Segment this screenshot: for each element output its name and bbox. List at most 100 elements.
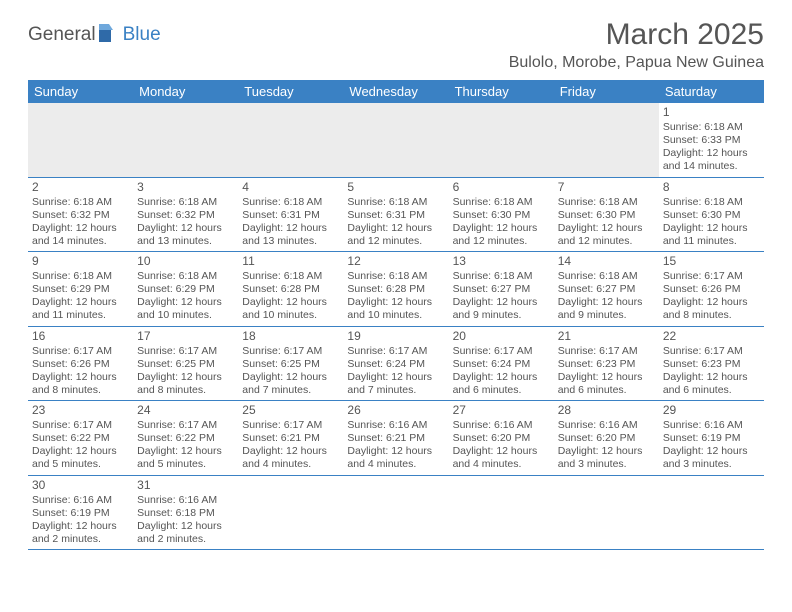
calendar-day-cell: 2Sunrise: 6:18 AMSunset: 6:32 PMDaylight… [28, 177, 133, 252]
calendar-day-cell: 21Sunrise: 6:17 AMSunset: 6:23 PMDayligh… [554, 326, 659, 401]
calendar-day-cell: 8Sunrise: 6:18 AMSunset: 6:30 PMDaylight… [659, 177, 764, 252]
calendar-day-cell [449, 475, 554, 550]
calendar-day-cell: 18Sunrise: 6:17 AMSunset: 6:25 PMDayligh… [238, 326, 343, 401]
calendar-day-cell [449, 103, 554, 177]
sunrise-text: Sunrise: 6:17 AM [242, 419, 339, 432]
day-number: 18 [242, 329, 339, 344]
calendar-day-cell: 9Sunrise: 6:18 AMSunset: 6:29 PMDaylight… [28, 252, 133, 327]
day-number: 29 [663, 403, 760, 418]
calendar-day-cell: 28Sunrise: 6:16 AMSunset: 6:20 PMDayligh… [554, 401, 659, 476]
sunset-text: Sunset: 6:29 PM [137, 283, 234, 296]
calendar-day-cell: 17Sunrise: 6:17 AMSunset: 6:25 PMDayligh… [133, 326, 238, 401]
daylight-text: Daylight: 12 hours and 7 minutes. [242, 371, 339, 397]
daylight-text: Daylight: 12 hours and 7 minutes. [347, 371, 444, 397]
sunset-text: Sunset: 6:26 PM [32, 358, 129, 371]
sunrise-text: Sunrise: 6:18 AM [453, 196, 550, 209]
calendar-table: Sunday Monday Tuesday Wednesday Thursday… [28, 80, 764, 550]
day-number: 23 [32, 403, 129, 418]
day-number: 4 [242, 180, 339, 195]
daylight-text: Daylight: 12 hours and 6 minutes. [453, 371, 550, 397]
sunrise-text: Sunrise: 6:18 AM [32, 196, 129, 209]
sunrise-text: Sunrise: 6:18 AM [558, 270, 655, 283]
sunset-text: Sunset: 6:33 PM [663, 134, 760, 147]
daylight-text: Daylight: 12 hours and 6 minutes. [558, 371, 655, 397]
day-number: 31 [137, 478, 234, 493]
daylight-text: Daylight: 12 hours and 11 minutes. [663, 222, 760, 248]
sunrise-text: Sunrise: 6:16 AM [347, 419, 444, 432]
sunset-text: Sunset: 6:20 PM [453, 432, 550, 445]
sunrise-text: Sunrise: 6:18 AM [663, 121, 760, 134]
sunrise-text: Sunrise: 6:17 AM [663, 345, 760, 358]
sunset-text: Sunset: 6:32 PM [137, 209, 234, 222]
calendar-day-cell: 10Sunrise: 6:18 AMSunset: 6:29 PMDayligh… [133, 252, 238, 327]
daylight-text: Daylight: 12 hours and 3 minutes. [663, 445, 760, 471]
sunrise-text: Sunrise: 6:17 AM [137, 419, 234, 432]
day-number: 13 [453, 254, 550, 269]
daylight-text: Daylight: 12 hours and 12 minutes. [347, 222, 444, 248]
page-subtitle: Bulolo, Morobe, Papua New Guinea [509, 54, 764, 72]
day-number: 7 [558, 180, 655, 195]
sunset-text: Sunset: 6:28 PM [347, 283, 444, 296]
sunrise-text: Sunrise: 6:18 AM [453, 270, 550, 283]
sunrise-text: Sunrise: 6:18 AM [347, 196, 444, 209]
sunset-text: Sunset: 6:24 PM [347, 358, 444, 371]
sunset-text: Sunset: 6:32 PM [32, 209, 129, 222]
calendar-day-cell [343, 475, 448, 550]
calendar-day-cell: 29Sunrise: 6:16 AMSunset: 6:19 PMDayligh… [659, 401, 764, 476]
calendar-day-cell: 3Sunrise: 6:18 AMSunset: 6:32 PMDaylight… [133, 177, 238, 252]
calendar-day-cell: 20Sunrise: 6:17 AMSunset: 6:24 PMDayligh… [449, 326, 554, 401]
calendar-week-row: 16Sunrise: 6:17 AMSunset: 6:26 PMDayligh… [28, 326, 764, 401]
daylight-text: Daylight: 12 hours and 13 minutes. [242, 222, 339, 248]
calendar-day-cell: 25Sunrise: 6:17 AMSunset: 6:21 PMDayligh… [238, 401, 343, 476]
calendar-week-row: 9Sunrise: 6:18 AMSunset: 6:29 PMDaylight… [28, 252, 764, 327]
daylight-text: Daylight: 12 hours and 11 minutes. [32, 296, 129, 322]
daylight-text: Daylight: 12 hours and 14 minutes. [663, 147, 760, 173]
sunrise-text: Sunrise: 6:17 AM [32, 345, 129, 358]
sunrise-text: Sunrise: 6:18 AM [558, 196, 655, 209]
calendar-week-row: 2Sunrise: 6:18 AMSunset: 6:32 PMDaylight… [28, 177, 764, 252]
sunset-text: Sunset: 6:23 PM [663, 358, 760, 371]
calendar-day-cell: 31Sunrise: 6:16 AMSunset: 6:18 PMDayligh… [133, 475, 238, 550]
day-number: 26 [347, 403, 444, 418]
logo: General Blue [28, 18, 161, 46]
calendar-day-cell: 15Sunrise: 6:17 AMSunset: 6:26 PMDayligh… [659, 252, 764, 327]
sunset-text: Sunset: 6:30 PM [453, 209, 550, 222]
daylight-text: Daylight: 12 hours and 12 minutes. [558, 222, 655, 248]
day-number: 24 [137, 403, 234, 418]
calendar-week-row: 30Sunrise: 6:16 AMSunset: 6:19 PMDayligh… [28, 475, 764, 550]
day-number: 12 [347, 254, 444, 269]
day-number: 22 [663, 329, 760, 344]
daylight-text: Daylight: 12 hours and 10 minutes. [242, 296, 339, 322]
sunset-text: Sunset: 6:31 PM [347, 209, 444, 222]
weekday-header: Thursday [449, 80, 554, 103]
sunset-text: Sunset: 6:25 PM [137, 358, 234, 371]
day-number: 17 [137, 329, 234, 344]
sunrise-text: Sunrise: 6:16 AM [32, 494, 129, 507]
day-number: 2 [32, 180, 129, 195]
sunrise-text: Sunrise: 6:18 AM [242, 270, 339, 283]
calendar-day-cell [28, 103, 133, 177]
day-number: 30 [32, 478, 129, 493]
sunrise-text: Sunrise: 6:17 AM [453, 345, 550, 358]
calendar-day-cell: 26Sunrise: 6:16 AMSunset: 6:21 PMDayligh… [343, 401, 448, 476]
daylight-text: Daylight: 12 hours and 14 minutes. [32, 222, 129, 248]
sunrise-text: Sunrise: 6:17 AM [137, 345, 234, 358]
logo-flag-icon [99, 24, 121, 42]
day-number: 6 [453, 180, 550, 195]
sunset-text: Sunset: 6:21 PM [242, 432, 339, 445]
calendar-day-cell: 4Sunrise: 6:18 AMSunset: 6:31 PMDaylight… [238, 177, 343, 252]
sunrise-text: Sunrise: 6:18 AM [137, 270, 234, 283]
sunrise-text: Sunrise: 6:17 AM [347, 345, 444, 358]
calendar-day-cell: 16Sunrise: 6:17 AMSunset: 6:26 PMDayligh… [28, 326, 133, 401]
daylight-text: Daylight: 12 hours and 8 minutes. [137, 371, 234, 397]
calendar-day-cell: 13Sunrise: 6:18 AMSunset: 6:27 PMDayligh… [449, 252, 554, 327]
title-block: March 2025 Bulolo, Morobe, Papua New Gui… [509, 18, 764, 72]
calendar-day-cell [238, 475, 343, 550]
sunset-text: Sunset: 6:20 PM [558, 432, 655, 445]
sunset-text: Sunset: 6:30 PM [663, 209, 760, 222]
daylight-text: Daylight: 12 hours and 2 minutes. [32, 520, 129, 546]
sunset-text: Sunset: 6:31 PM [242, 209, 339, 222]
calendar-day-cell [659, 475, 764, 550]
weekday-header: Sunday [28, 80, 133, 103]
sunrise-text: Sunrise: 6:16 AM [558, 419, 655, 432]
